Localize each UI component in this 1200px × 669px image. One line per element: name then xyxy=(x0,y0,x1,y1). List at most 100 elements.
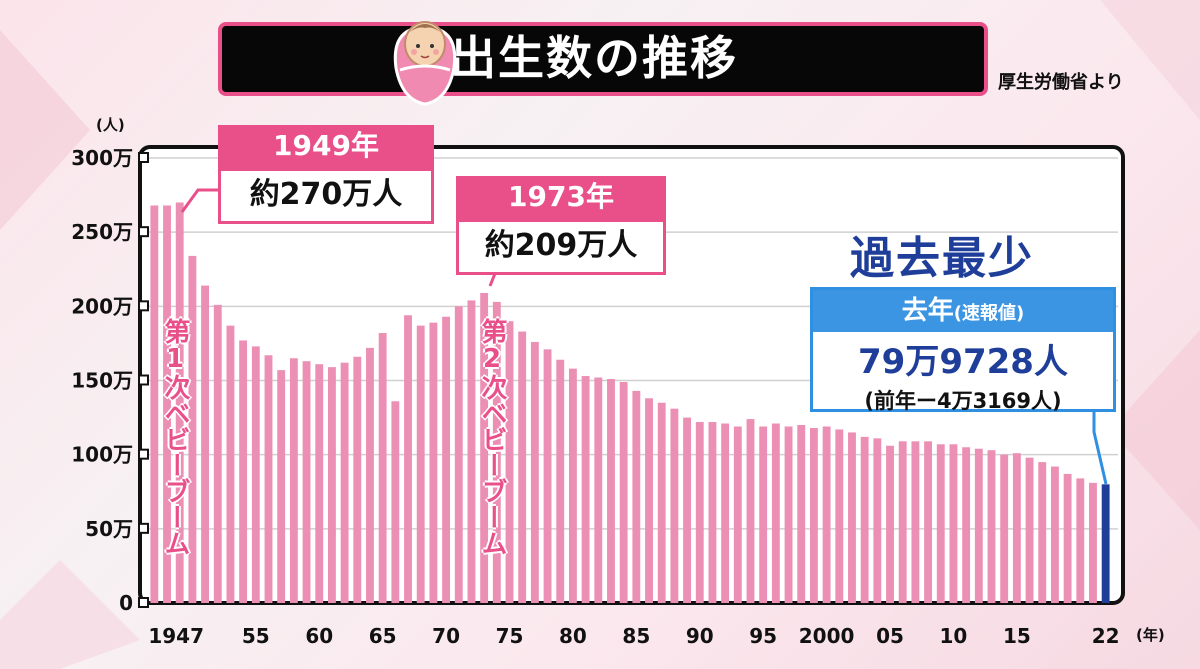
bar xyxy=(543,349,552,603)
bar xyxy=(302,361,311,603)
y-tick-label: 200万 xyxy=(71,294,133,318)
bar xyxy=(251,346,260,603)
bar xyxy=(1089,482,1097,603)
y-unit-label: (人) xyxy=(96,116,125,134)
boom1-label: 第1次ベビーブーム xyxy=(160,318,190,556)
bar xyxy=(873,438,882,603)
bar xyxy=(1000,454,1009,603)
title-banner xyxy=(218,22,988,96)
bar xyxy=(771,423,780,603)
bar xyxy=(759,426,768,603)
bar xyxy=(163,205,171,603)
bars xyxy=(150,202,1110,603)
bar xyxy=(404,315,412,603)
bar xyxy=(391,401,400,603)
bar xyxy=(924,441,933,603)
callout-pointer-latest xyxy=(1092,412,1108,485)
bar xyxy=(1050,466,1059,603)
y-tick-mark xyxy=(138,522,149,534)
bar xyxy=(340,362,349,603)
bar xyxy=(454,306,463,603)
bar xyxy=(721,423,730,603)
x-tick-label: 85 xyxy=(622,624,650,648)
y-tick-label: 150万 xyxy=(71,369,133,393)
bar xyxy=(480,292,489,603)
bar xyxy=(366,347,374,603)
bar xyxy=(835,429,844,603)
bar xyxy=(467,300,476,603)
bar xyxy=(1076,478,1085,603)
bar xyxy=(442,316,451,603)
callout-1949-value: 約270万人 xyxy=(218,171,434,224)
x-tick-label: 05 xyxy=(876,624,904,648)
bar xyxy=(327,367,336,603)
boom2-label: 第2次ベビーブーム xyxy=(477,318,507,556)
bar xyxy=(378,333,387,603)
x-tick-label: 2000 xyxy=(799,624,855,648)
bar xyxy=(277,370,286,603)
bar xyxy=(860,436,869,603)
bar xyxy=(619,381,628,603)
x-tick-label: 55 xyxy=(242,624,270,648)
bar xyxy=(201,285,210,603)
bar xyxy=(607,379,615,603)
bar xyxy=(936,444,945,603)
bar xyxy=(429,322,438,603)
bar xyxy=(898,441,907,603)
x-tick-label: 90 xyxy=(686,624,714,648)
bar xyxy=(645,398,653,603)
bar xyxy=(505,321,514,603)
bar xyxy=(581,376,590,603)
bar-latest xyxy=(1101,484,1110,603)
y-tick-label: 250万 xyxy=(71,220,133,244)
x-tick-label: 10 xyxy=(940,624,968,648)
bar xyxy=(632,390,641,603)
bar xyxy=(264,355,273,603)
bar xyxy=(746,419,755,603)
bar xyxy=(695,422,704,603)
bar xyxy=(848,432,856,603)
x-tick-label: 15 xyxy=(1003,624,1031,648)
latest-label: 去年 xyxy=(901,296,954,326)
x-unit-label: (年) xyxy=(1136,626,1165,644)
bar xyxy=(188,255,197,603)
y-tick-label: 50万 xyxy=(85,517,133,541)
bar xyxy=(289,358,298,603)
bar xyxy=(822,426,831,603)
latest-callout: 去年(速報値) 79万9728人 (前年ー4万3169人) xyxy=(810,287,1116,413)
callout-1973-value: 約209万人 xyxy=(456,222,666,275)
x-tick-label: 80 xyxy=(559,624,587,648)
bar xyxy=(886,445,894,603)
bar xyxy=(1063,473,1072,603)
y-tick-mark xyxy=(138,597,149,608)
bar xyxy=(962,447,971,603)
bar xyxy=(239,340,248,603)
y-tick-mark xyxy=(138,300,149,312)
callout-1949-year: 1949年 xyxy=(218,125,434,171)
x-axis: 1947 55 60 65 70 75 80 85 90 95 2000 05 10 15 22 xyxy=(148,624,1119,648)
y-tick-label: 0 xyxy=(119,591,133,615)
bar xyxy=(987,450,996,603)
bar xyxy=(670,408,679,603)
bar xyxy=(784,426,793,603)
bar xyxy=(315,364,324,603)
y-tick-label: 100万 xyxy=(71,443,133,467)
callout-1949: 1949年 約270万人 xyxy=(218,125,434,224)
source-label: 厚生労働省より xyxy=(998,72,1124,93)
record-low-label: 過去最少 xyxy=(850,233,1034,284)
y-tick-mark xyxy=(138,152,149,163)
y-tick-mark xyxy=(138,448,149,460)
y-tick-label: 300万 xyxy=(71,146,133,170)
bar xyxy=(797,425,806,603)
x-tick-label: 60 xyxy=(305,624,333,648)
callout-1973-year: 1973年 xyxy=(456,176,666,222)
y-tick-mark xyxy=(138,374,149,386)
bar xyxy=(594,377,603,603)
bar xyxy=(556,359,565,603)
x-tick-label: 75 xyxy=(496,624,524,648)
bar xyxy=(809,427,818,603)
latest-value: 79万9728人 xyxy=(858,342,1068,382)
bar xyxy=(949,444,958,603)
bar xyxy=(708,422,717,603)
bar xyxy=(213,304,222,603)
